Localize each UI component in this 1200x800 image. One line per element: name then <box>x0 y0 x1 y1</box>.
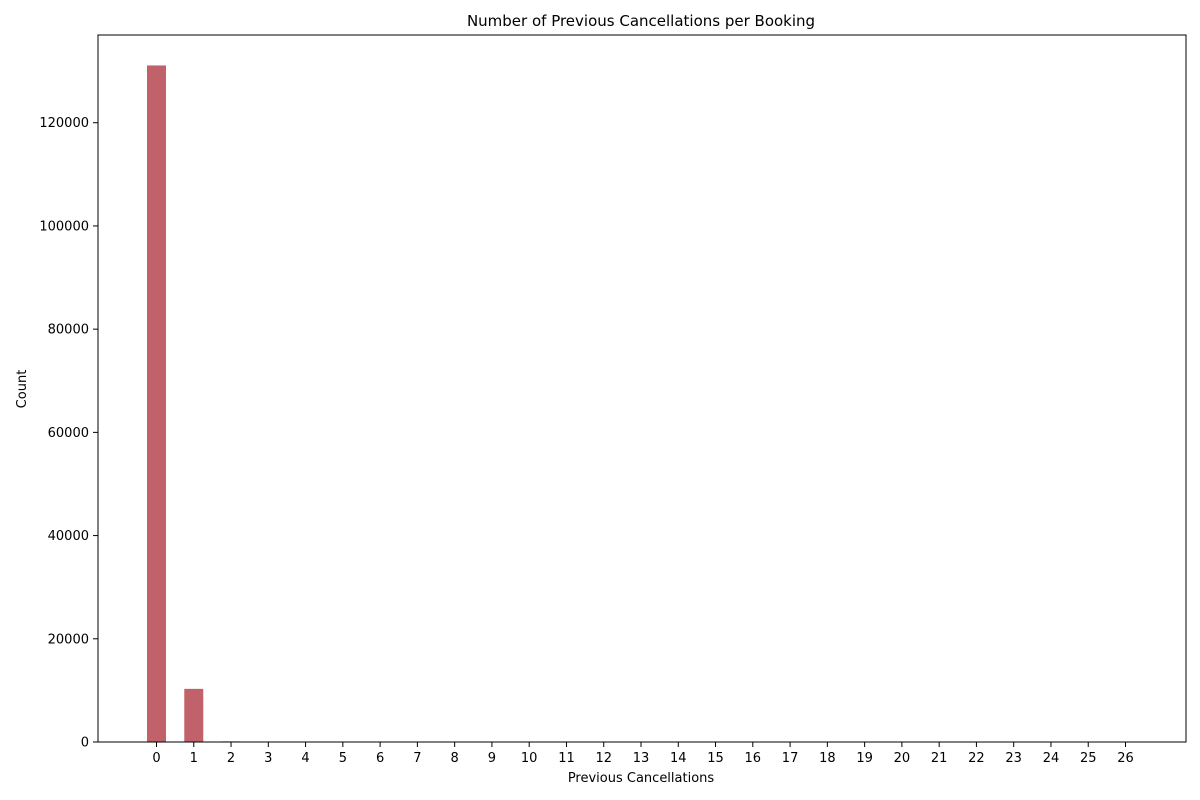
bar-0 <box>147 65 166 742</box>
y-tick-label-20000: 20000 <box>48 632 89 647</box>
x-tick-label-20: 20 <box>894 751 911 766</box>
x-tick-label-18: 18 <box>819 751 836 766</box>
x-tick-label-2: 2 <box>227 751 235 766</box>
x-tick-label-6: 6 <box>376 751 384 766</box>
x-tick-label-7: 7 <box>413 751 421 766</box>
y-tick-label-40000: 40000 <box>48 529 89 544</box>
x-tick-label-13: 13 <box>633 751 650 766</box>
x-tick-label-15: 15 <box>707 751 724 766</box>
x-tick-label-23: 23 <box>1005 751 1022 766</box>
x-tick-label-14: 14 <box>670 751 687 766</box>
y-tick-label-120000: 120000 <box>39 116 89 131</box>
x-tick-label-12: 12 <box>595 751 612 766</box>
x-tick-label-3: 3 <box>264 751 272 766</box>
y-tick-label-100000: 100000 <box>39 219 89 234</box>
plot-frame <box>97 34 1187 743</box>
y-tick-label-60000: 60000 <box>48 426 89 441</box>
x-tick-label-26: 26 <box>1117 751 1134 766</box>
x-tick-label-9: 9 <box>488 751 496 766</box>
y-tick-label-0: 0 <box>81 736 89 751</box>
x-tick-label-19: 19 <box>856 751 873 766</box>
x-tick-label-4: 4 <box>301 751 309 766</box>
x-tick-label-10: 10 <box>521 751 538 766</box>
x-tick-label-21: 21 <box>931 751 948 766</box>
x-tick-label-0: 0 <box>152 751 160 766</box>
bar-1 <box>184 688 204 742</box>
x-tick-label-5: 5 <box>339 751 347 766</box>
x-tick-label-11: 11 <box>558 751 575 766</box>
x-tick-label-16: 16 <box>745 751 762 766</box>
plot-area: 0 1 2 3 4 5 6 7 8 9 10 11 12 13 14 15 16 17 18 19 20 21 22 23 24… <box>39 65 1135 766</box>
x-tick-label-1: 1 <box>190 751 198 766</box>
y-tick-label-80000: 80000 <box>48 323 89 338</box>
x-tick-label-8: 8 <box>451 751 459 766</box>
x-tick-label-24: 24 <box>1043 751 1060 766</box>
x-tick-label-25: 25 <box>1080 751 1097 766</box>
x-tick-label-17: 17 <box>782 751 799 766</box>
x-axis-label: Previous Cancellations <box>568 771 715 786</box>
y-axis-label: Count <box>15 370 30 409</box>
x-tick-label-22: 22 <box>968 751 985 766</box>
chart-title: Number of Previous Cancellations per Boo… <box>467 12 815 30</box>
